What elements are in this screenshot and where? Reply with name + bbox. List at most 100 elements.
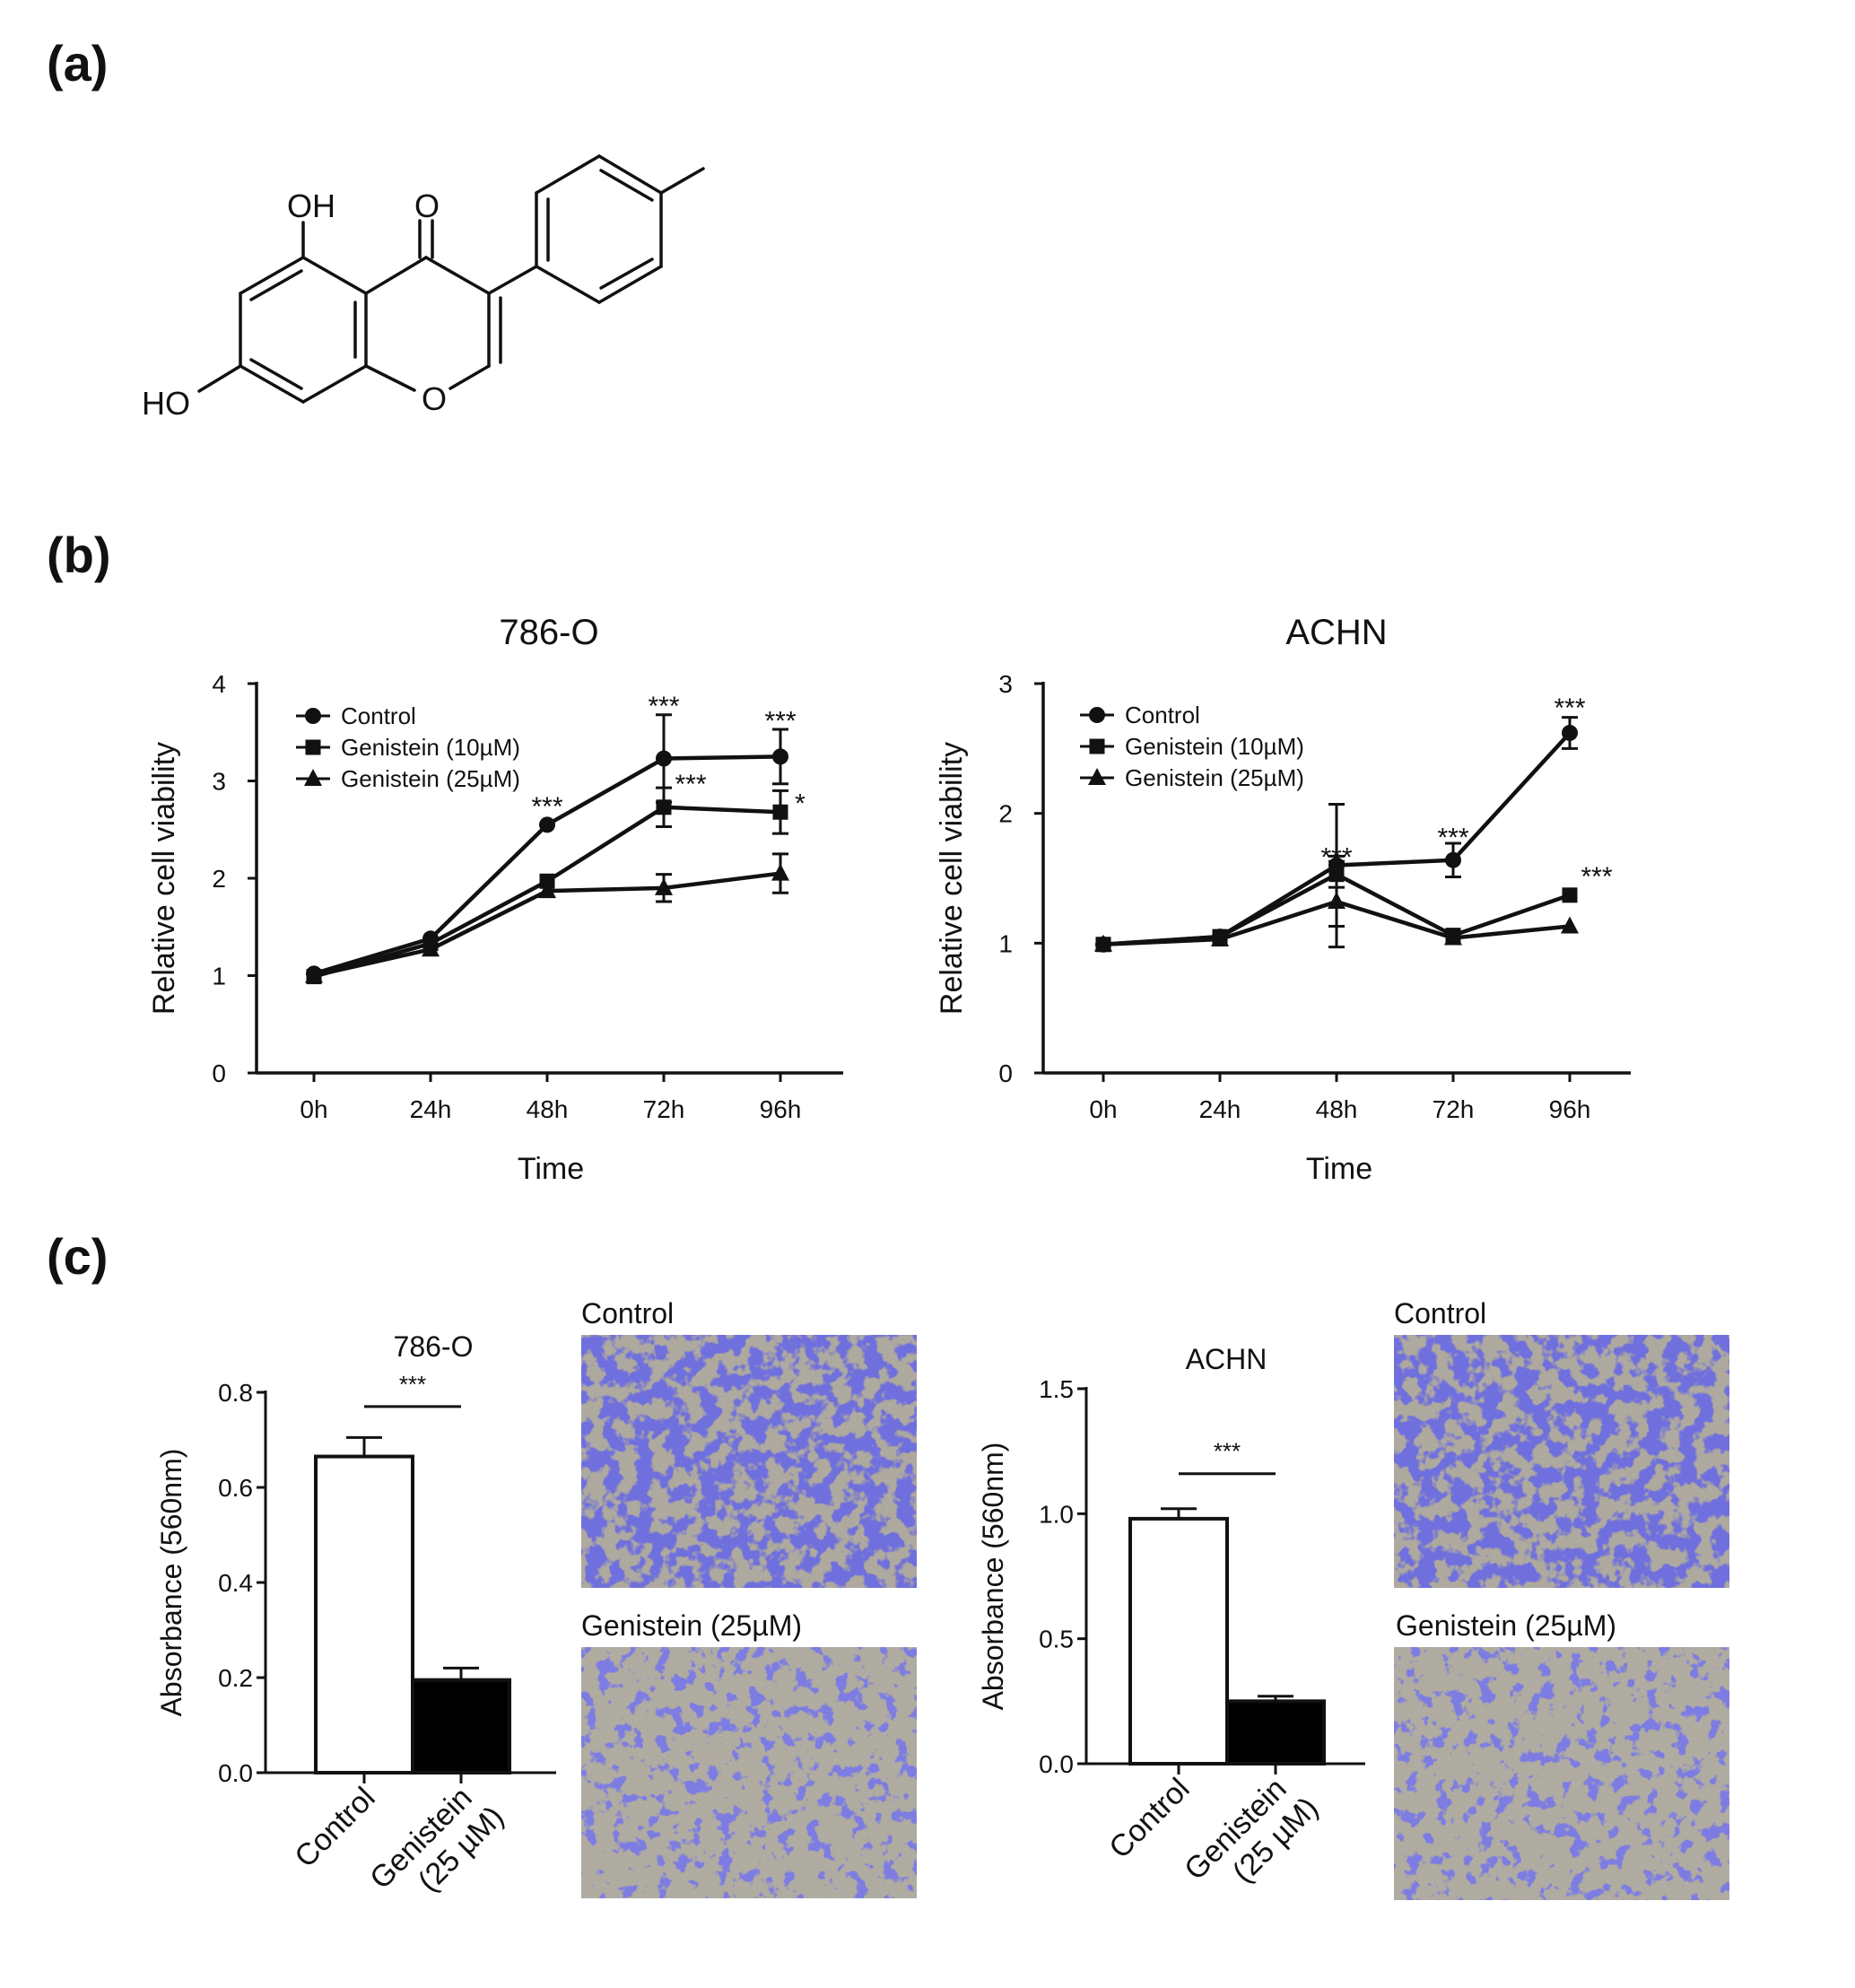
- y-tick-label: 1: [998, 929, 1013, 957]
- x-tick-label: 96h: [1549, 1095, 1591, 1123]
- x-tick-label: 0h: [1089, 1095, 1117, 1123]
- x-tick-label: 96h: [760, 1095, 802, 1123]
- micrograph-label-786o-control: Control: [581, 1297, 674, 1330]
- y-tick-label: 0.4: [218, 1569, 253, 1597]
- significance-label: ***: [648, 692, 679, 721]
- structure-o-ring: O: [422, 380, 447, 417]
- y-axis-label: Relative cell viability: [935, 742, 969, 1015]
- chart-title: ACHN: [1285, 613, 1387, 652]
- micrograph-786o-control: [581, 1335, 917, 1588]
- chart-title: 786-O: [499, 613, 598, 652]
- y-axis-label: Absorbance (560nm): [977, 1443, 1009, 1711]
- line-chart-achn: ACHN 0 1 2 3 0h 24h 48h 72h 96h Time Relative cell …: [935, 613, 1631, 1186]
- series-triangle: [305, 852, 789, 983]
- data-point: [1328, 892, 1346, 910]
- data-point: [1444, 928, 1462, 946]
- line-chart-786o: 786-O 0 1 2 3 4 0h 24h 48h 72h 96h Time Relative cel…: [147, 613, 843, 1186]
- bond: [364, 256, 428, 295]
- bond: [659, 167, 705, 195]
- legend-label: Genistein (25µM): [341, 765, 520, 792]
- data-point: [1562, 724, 1578, 741]
- y-tick-label: 2: [212, 865, 226, 893]
- y-tick-label: 0.0: [1039, 1750, 1074, 1778]
- structure-ho-left: HO: [142, 385, 190, 422]
- bond: [197, 364, 242, 393]
- significance-label: ***: [1320, 842, 1352, 872]
- panel-label-a: (a): [47, 35, 108, 92]
- legend-marker: [1088, 768, 1106, 785]
- x-axis-label: Time: [1306, 1152, 1372, 1186]
- chart-title: 786-O: [394, 1330, 474, 1363]
- x-tick-label: 72h: [643, 1095, 685, 1123]
- micrograph-achn-genistein: [1394, 1647, 1729, 1900]
- bond: [535, 154, 601, 195]
- y-tick-label: 1: [212, 963, 226, 990]
- data-point: [305, 965, 323, 983]
- data-point: [1211, 929, 1229, 946]
- chart-title: ACHN: [1186, 1343, 1267, 1375]
- y-tick-label: 0.2: [218, 1664, 253, 1692]
- bar-genistein: [411, 1678, 511, 1775]
- significance-label: ***: [675, 770, 706, 799]
- bond: [301, 256, 368, 295]
- data-point: [1094, 934, 1112, 952]
- y-tick-label: 0.6: [218, 1474, 253, 1502]
- bond: [301, 364, 368, 404]
- x-tick-label: 48h: [1316, 1095, 1358, 1123]
- bar-chart-achn: ACHN 0.0 0.5 1.0 1.5 Absorbance (560nm) Contro…: [977, 1343, 1365, 1913]
- x-tick-label: Control: [288, 1781, 381, 1874]
- data-point: [772, 804, 788, 820]
- bond: [239, 364, 305, 404]
- panel-label-b: (b): [47, 527, 111, 583]
- bond: [449, 364, 491, 390]
- bar-chart-786o: 786-O 0.0 0.2 0.4 0.6 0.8 Absorbance (560nm) Co…: [155, 1330, 556, 1922]
- significance-label: ***: [399, 1371, 426, 1398]
- y-tick-label: 1.0: [1039, 1500, 1074, 1528]
- micrograph-786o-genistein: [581, 1647, 917, 1898]
- significance-label: ***: [1554, 693, 1585, 723]
- y-tick-label: 0.0: [218, 1759, 253, 1787]
- bond: [364, 364, 416, 392]
- micrograph-label-786o-genistein: Genistein (25µM): [581, 1609, 802, 1642]
- data-point: [771, 863, 789, 881]
- micrograph-label-achn-genistein: Genistein (25µM): [1396, 1609, 1616, 1642]
- x-tick-label: Genistein(25 µM): [1178, 1766, 1325, 1913]
- legend-label: Genistein (10µM): [341, 734, 520, 761]
- bond: [249, 358, 303, 390]
- bond: [249, 269, 303, 301]
- data-point: [1445, 851, 1461, 868]
- data-point: [1562, 887, 1578, 903]
- y-tick-label: 2: [998, 800, 1013, 828]
- x-tick-label: 72h: [1433, 1095, 1475, 1123]
- x-tick-label: Genistein(25 µM): [363, 1774, 510, 1922]
- y-tick-label: 3: [998, 670, 1013, 698]
- micrograph-label-achn-control: Control: [1394, 1297, 1486, 1330]
- legend-marker: [305, 739, 321, 755]
- y-tick-label: 4: [212, 670, 226, 698]
- significance-label: ***: [1437, 824, 1468, 853]
- data-point: [656, 750, 672, 767]
- bond: [597, 265, 663, 304]
- bond: [535, 265, 601, 304]
- significance-label: ***: [1581, 862, 1612, 892]
- significance-label: ***: [531, 792, 562, 822]
- bond: [239, 256, 305, 295]
- data-point: [539, 816, 555, 833]
- bond: [597, 154, 663, 195]
- legend-label: Genistein (10µM): [1125, 733, 1304, 760]
- legend-marker: [304, 769, 322, 786]
- x-tick-label: Control: [1102, 1772, 1196, 1865]
- y-tick-label: 1.5: [1039, 1375, 1074, 1403]
- x-tick-label: 24h: [1199, 1095, 1241, 1123]
- panel-label-c: (c): [47, 1228, 108, 1285]
- x-tick-label: 48h: [527, 1095, 569, 1123]
- data-point: [655, 877, 673, 895]
- legend-label: Control: [1125, 702, 1200, 728]
- x-axis-label: Time: [518, 1152, 584, 1186]
- significance-label: ***: [764, 706, 796, 736]
- legend-label: Control: [341, 702, 416, 729]
- x-tick-label-line: Control: [288, 1781, 381, 1874]
- y-tick-label: 0.5: [1039, 1626, 1074, 1653]
- data-point: [656, 799, 672, 815]
